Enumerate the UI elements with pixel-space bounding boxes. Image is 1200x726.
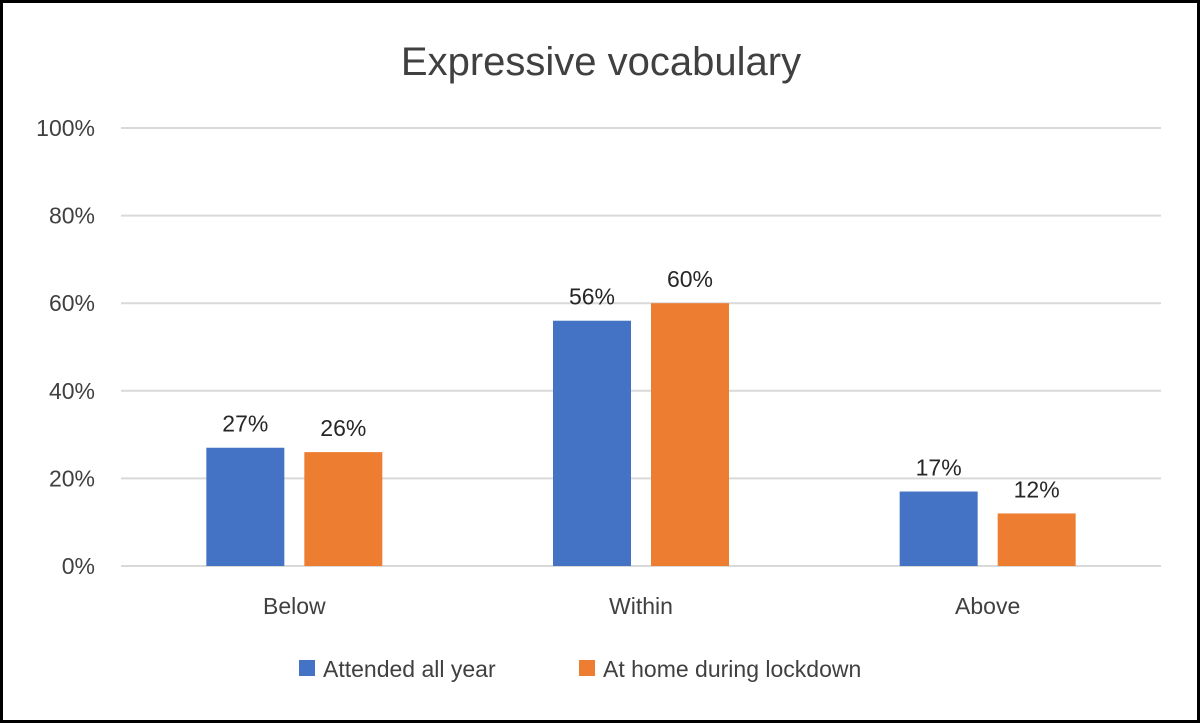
y-tick-label: 20% xyxy=(49,465,95,491)
bar-chart: Expressive vocabulary 0% 20% 40% 60% 80% 100%… xyxy=(36,40,1161,682)
bar-attended-all-year-above xyxy=(899,491,978,566)
y-tick-label: 60% xyxy=(49,290,95,316)
data-labels: 27% 26% 56% 60% 17% 12% xyxy=(222,266,1059,502)
x-axis-categories: Below Within Above xyxy=(263,593,1020,619)
y-tick-label: 100% xyxy=(36,115,95,141)
bar-attended-all-year-within xyxy=(553,320,631,566)
data-label: 27% xyxy=(222,411,268,437)
legend-label: At home during lockdown xyxy=(603,656,861,682)
data-label: 12% xyxy=(1014,476,1060,502)
chart-title: Expressive vocabulary xyxy=(401,40,801,84)
legend-swatch xyxy=(579,660,595,676)
legend-swatch xyxy=(299,660,315,676)
bar-at-home-during-lockdown-within xyxy=(651,303,729,566)
x-category-label: Within xyxy=(609,593,673,619)
x-category-label: Above xyxy=(955,593,1020,619)
data-label: 60% xyxy=(667,266,713,292)
y-tick-label: 80% xyxy=(49,203,95,229)
gridlines xyxy=(121,127,1161,567)
bars xyxy=(206,303,1076,566)
data-label: 56% xyxy=(569,284,615,310)
y-tick-label: 40% xyxy=(49,378,95,404)
y-tick-label: 0% xyxy=(62,553,95,579)
legend: Attended all year At home during lockdown xyxy=(299,656,861,682)
data-label: 17% xyxy=(916,455,962,481)
bar-at-home-during-lockdown-above xyxy=(997,513,1076,566)
x-category-label: Below xyxy=(263,593,326,619)
y-axis-ticks: 0% 20% 40% 60% 80% 100% xyxy=(36,115,95,579)
bar-at-home-during-lockdown-below xyxy=(304,452,383,566)
data-label: 26% xyxy=(320,415,366,441)
bar-attended-all-year-below xyxy=(206,447,285,566)
legend-label: Attended all year xyxy=(323,656,496,682)
